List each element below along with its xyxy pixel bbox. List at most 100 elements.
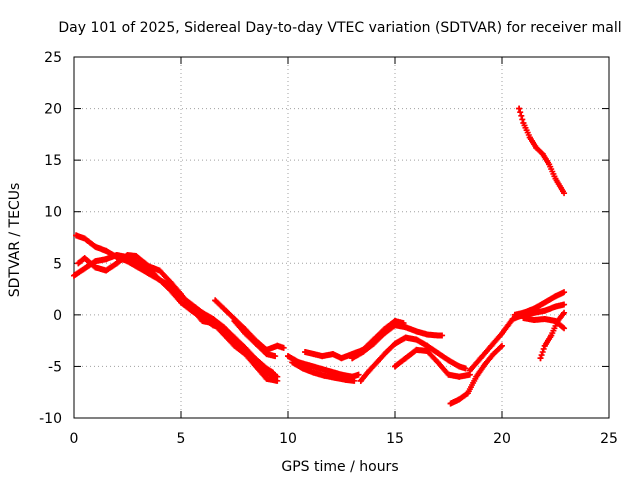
data-point [537,355,544,362]
data-point [381,330,388,337]
data-point [263,351,270,358]
data-point [413,336,420,343]
data-point [413,328,420,335]
x-tick-label: 10 [279,431,297,447]
data-point [124,252,131,259]
series-track-9 [349,322,446,362]
data-point [81,255,88,262]
series-track-14 [511,289,568,318]
data-point [424,347,431,354]
data-point [413,346,420,353]
data-point [509,315,516,322]
data-point [424,342,431,349]
data-point [113,260,120,267]
data-point [541,342,548,349]
series-track-7 [289,359,358,384]
data-point [561,309,568,316]
data-point [466,367,473,374]
chart-title: Day 101 of 2025, Sidereal Day-to-day VTE… [58,20,621,36]
data-series [71,105,568,407]
data-point [447,400,454,407]
data-point [561,301,568,308]
data-point [272,353,279,360]
y-tick-label: 5 [53,256,62,272]
data-point [81,265,88,272]
data-point [81,235,88,242]
data-point [456,373,463,380]
data-point [531,305,538,312]
data-point [351,377,358,384]
data-point [374,358,381,365]
plot-frame [73,56,610,419]
data-point [302,348,309,355]
data-point [342,376,349,383]
data-point [319,353,326,360]
data-point [392,322,398,329]
data-point [133,253,140,260]
data-point [481,361,488,368]
data-point [445,371,452,378]
data-point [366,367,373,374]
series-track-15 [537,309,568,362]
data-point [383,348,390,355]
data-point [539,150,546,157]
data-point [445,357,452,364]
data-point [456,363,463,370]
series-track-16 [520,314,568,332]
series-track-12 [447,342,505,407]
data-point [462,365,469,372]
series-track-10 [357,334,469,384]
data-point [338,355,345,362]
data-point [402,355,409,362]
data-point [329,351,336,358]
data-point [220,305,227,312]
data-point [548,332,555,339]
data-point [178,291,184,298]
data-point [242,344,249,351]
x-tick-label: 25 [600,431,618,447]
x-tick-label: 15 [386,431,404,447]
data-point [402,334,409,341]
data-point [355,371,362,378]
data-point [526,134,533,141]
x-tick-labels: 0 5 10 15 20 25 [70,431,618,447]
data-point [231,334,238,341]
data-point [434,350,441,357]
data-point [274,377,281,384]
data-point [231,342,238,349]
series-track-5 [231,318,279,360]
data-point [92,264,99,271]
x-tick-label: 0 [70,431,79,447]
data-point [561,190,568,197]
data-point [252,340,259,347]
data-point [511,311,518,318]
y-tick-labels: -10 -5 0 5 10 15 20 25 [39,50,62,427]
data-point [552,175,559,182]
data-point [357,377,364,384]
data-point [167,278,174,285]
data-point [310,351,317,358]
data-point [520,309,527,316]
data-point [274,342,281,349]
data-point [289,359,296,366]
data-point [499,330,505,337]
data-point [103,247,110,254]
data-point [306,362,313,369]
data-point [212,297,219,304]
data-point [520,314,527,321]
series-track-3 [75,252,281,384]
y-tick-label: 10 [44,205,62,221]
data-point [92,258,99,265]
series-track-4 [212,297,287,353]
data-point [103,267,110,274]
series-track-11 [392,346,473,380]
data-point [252,363,259,370]
data-point [263,365,270,372]
data-point [156,276,163,283]
data-point [156,267,163,274]
data-point [199,309,206,316]
data-point [473,373,480,380]
data-point [552,318,559,325]
data-point [424,331,431,338]
